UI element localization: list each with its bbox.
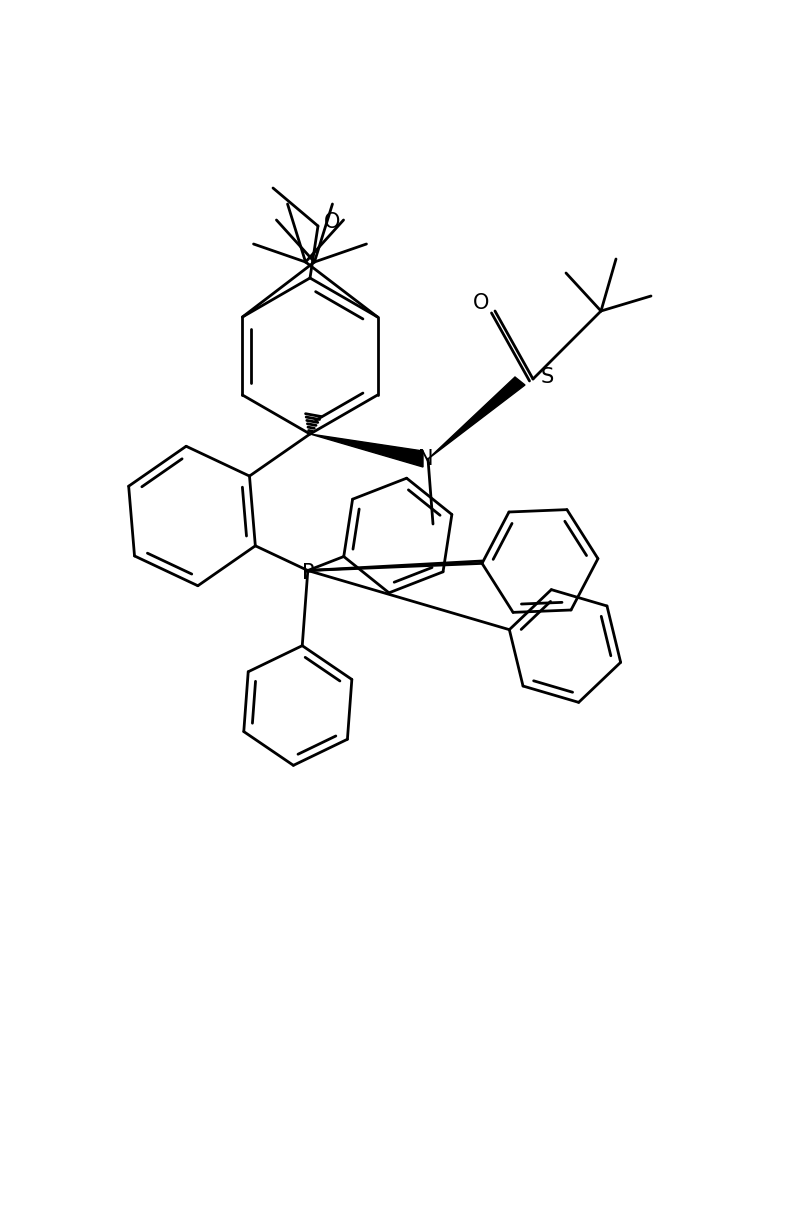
- Text: O: O: [324, 212, 340, 232]
- Text: S: S: [540, 367, 554, 387]
- Polygon shape: [428, 378, 525, 459]
- Text: N: N: [418, 449, 434, 470]
- Polygon shape: [310, 434, 423, 467]
- Text: P: P: [302, 563, 314, 582]
- Text: O: O: [472, 293, 489, 313]
